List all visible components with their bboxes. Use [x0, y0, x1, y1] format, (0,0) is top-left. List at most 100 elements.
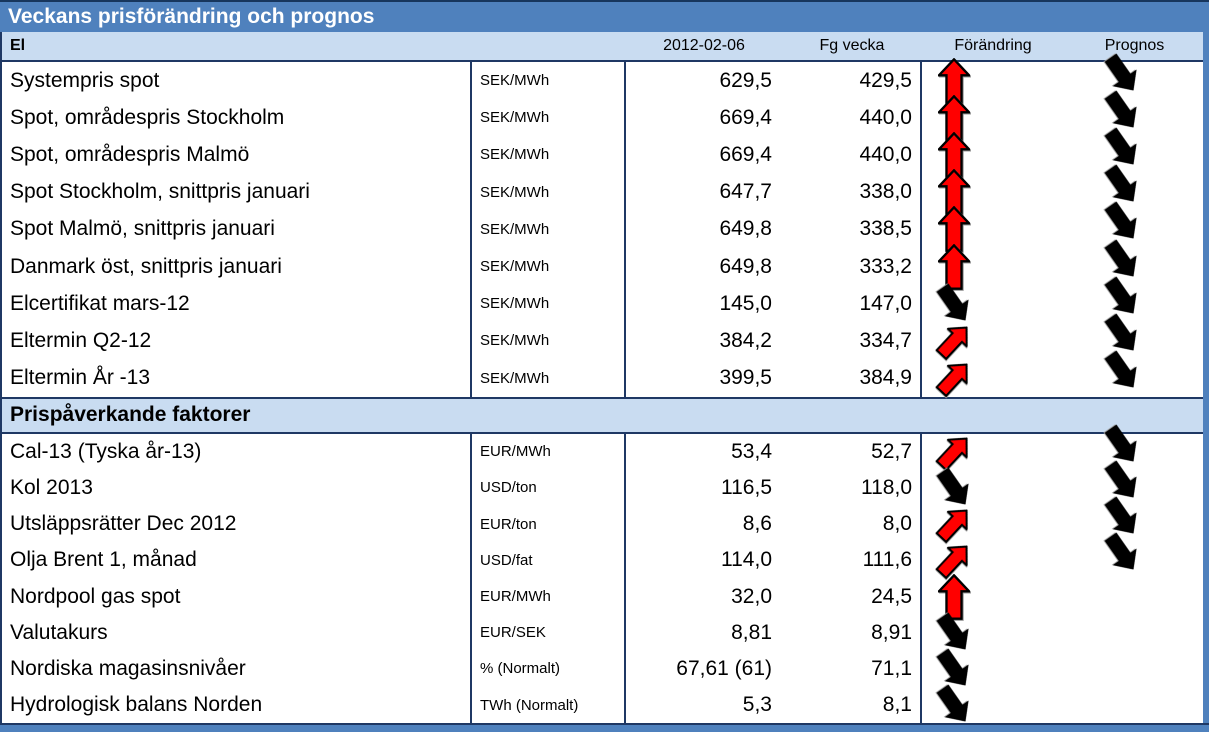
row-unit: SEK/MWh — [470, 173, 624, 211]
row-change-cell — [920, 684, 1066, 724]
row-label: Spot, områdespris Stockholm — [10, 105, 285, 129]
row-value-prev-week: 384,9 — [859, 366, 912, 390]
prev-week-column-header: Fg vecka — [819, 37, 885, 54]
table-row: Hydrologisk balans Norden TWh (Normalt) 5,… — [2, 684, 1203, 724]
row-value-current: 8,6 — [624, 506, 784, 543]
row-value-prev-week: 440,0 — [859, 105, 912, 129]
row-label: Elcertifikat mars-12 — [10, 291, 190, 315]
row-forecast-cell — [1066, 651, 1203, 687]
row-forecast-cell — [1066, 201, 1203, 248]
up-right-arrow-icon — [935, 318, 970, 364]
row-value-prev-week: 334,7 — [859, 328, 912, 352]
down-right-arrow-icon — [1104, 199, 1138, 245]
row-unit: SEK/MWh — [470, 136, 624, 174]
table-row: Nordpool gas spot EUR/MWh 32,0 24,5 — [2, 573, 1203, 620]
row-change-cell — [920, 506, 1066, 544]
down-right-arrow-icon — [936, 281, 970, 327]
row-change-cell — [920, 322, 1066, 361]
row-value-prev-week: 71,1 — [871, 656, 912, 680]
row-value-current: 647,7 — [624, 173, 784, 211]
row-forecast-cell — [1066, 53, 1203, 99]
up-right-arrow-icon — [935, 355, 970, 401]
row-change-cell — [920, 243, 1066, 290]
row-change-cell — [920, 359, 1066, 398]
row-unit: EUR/ton — [470, 506, 624, 543]
row-label: Spot Stockholm, snittpris januari — [10, 180, 310, 204]
row-forecast-cell — [1066, 239, 1203, 285]
row-value-current: 114,0 — [624, 542, 784, 579]
down-right-arrow-icon — [1104, 458, 1138, 504]
row-label: Spot, områdespris Malmö — [10, 142, 250, 166]
row-label: Cal-13 (Tyska år-13) — [10, 439, 202, 463]
row-change-cell — [920, 169, 1066, 215]
row-unit: USD/fat — [470, 542, 624, 579]
row-change-cell — [920, 57, 1066, 104]
row-value-prev-week: 338,5 — [859, 217, 912, 241]
row-value-prev-week: 429,5 — [859, 68, 912, 92]
row-value-prev-week: 333,2 — [859, 254, 912, 278]
factors-section-rows: Cal-13 (Tyska år-13) EUR/MWh 53,4 52,7 Kol 2… — [2, 424, 1203, 724]
up-right-arrow-icon — [935, 429, 970, 475]
row-value-prev-week: 147,0 — [859, 291, 912, 315]
row-value-current: 67,61 (61) — [624, 650, 784, 687]
table-row: Spot Malmö, snittpris januari SEK/MWh 649,… — [2, 201, 1203, 253]
row-label: Systempris spot — [10, 68, 160, 92]
row-forecast-cell — [1066, 350, 1203, 397]
row-forecast-cell — [1066, 460, 1203, 506]
table-row: Spot, områdespris Stockholm SEK/MWh 669,4 4… — [2, 90, 1203, 141]
row-value-current: 669,4 — [624, 136, 784, 174]
down-right-arrow-icon — [1104, 125, 1138, 171]
row-change-cell — [920, 612, 1066, 651]
row-value-current: 8,81 — [624, 614, 784, 651]
row-unit: SEK/MWh — [470, 247, 624, 286]
row-value-current: 649,8 — [624, 210, 784, 248]
row-forecast-cell — [1066, 424, 1203, 470]
row-label: Utsläppsrätter Dec 2012 — [10, 512, 237, 536]
table-row: Spot Stockholm, snittpris januari SEK/MWh… — [2, 164, 1203, 215]
row-unit: SEK/MWh — [470, 285, 624, 323]
down-right-arrow-icon — [1104, 494, 1138, 540]
report-title-bar: Veckans prisförändring och prognos — [0, 2, 1209, 32]
row-value-prev-week: 338,0 — [859, 180, 912, 204]
row-forecast-cell — [1066, 164, 1203, 211]
row-unit: SEK/MWh — [470, 359, 624, 397]
row-forecast-cell — [1066, 127, 1203, 173]
row-label: Kol 2013 — [10, 475, 93, 499]
change-column-header: Förändring — [954, 37, 1032, 54]
row-forecast-cell — [1066, 687, 1203, 723]
table-row: Danmark öst, snittpris januari SEK/MWh 649… — [2, 239, 1203, 290]
row-forecast-cell — [1066, 532, 1203, 578]
row-value-current: 399,5 — [624, 359, 784, 397]
row-unit: EUR/MWh — [470, 433, 624, 470]
row-change-cell — [920, 542, 1066, 580]
table-row: Elcertifikat mars-12 SEK/MWh 145,0 147,0 — [2, 276, 1203, 323]
row-unit: SEK/MWh — [470, 210, 624, 248]
row-label: Eltermin År -13 — [10, 366, 151, 390]
up-arrow-icon — [938, 573, 970, 620]
row-label: Nordpool gas spot — [10, 584, 181, 608]
row-value-current: 32,0 — [624, 578, 784, 615]
table-row: Utsläppsrätter Dec 2012 EUR/ton 8,6 8,0 — [2, 496, 1203, 544]
date-column-header: 2012-02-06 — [663, 37, 745, 54]
table-row: Valutakurs EUR/SEK 8,81 8,91 — [2, 612, 1203, 651]
row-label: Spot Malmö, snittpris januari — [10, 217, 275, 241]
row-value-current: 629,5 — [624, 62, 784, 100]
row-change-cell — [920, 648, 1066, 687]
row-value-current: 116,5 — [624, 469, 784, 507]
row-forecast-cell — [1066, 90, 1203, 136]
unit-column-header — [470, 32, 624, 60]
row-change-cell — [920, 283, 1066, 323]
row-value-current: 145,0 — [624, 285, 784, 323]
table-row: Eltermin Q2-12 SEK/MWh 384,2 334,7 — [2, 313, 1203, 361]
row-unit: EUR/SEK — [470, 614, 624, 651]
row-value-current: 53,4 — [624, 433, 784, 470]
table-row: Systempris spot SEK/MWh 629,5 429,5 — [2, 53, 1203, 104]
row-value-prev-week: 118,0 — [861, 475, 912, 499]
row-label: Olja Brent 1, månad — [10, 548, 197, 572]
row-label: Danmark öst, snittpris januari — [10, 254, 282, 278]
row-change-cell — [920, 433, 1066, 472]
el-section-rows: Systempris spot SEK/MWh 629,5 429,5 Spot, om… — [2, 53, 1203, 398]
row-value-prev-week: 440,0 — [859, 142, 912, 166]
row-forecast-cell — [1066, 276, 1203, 322]
